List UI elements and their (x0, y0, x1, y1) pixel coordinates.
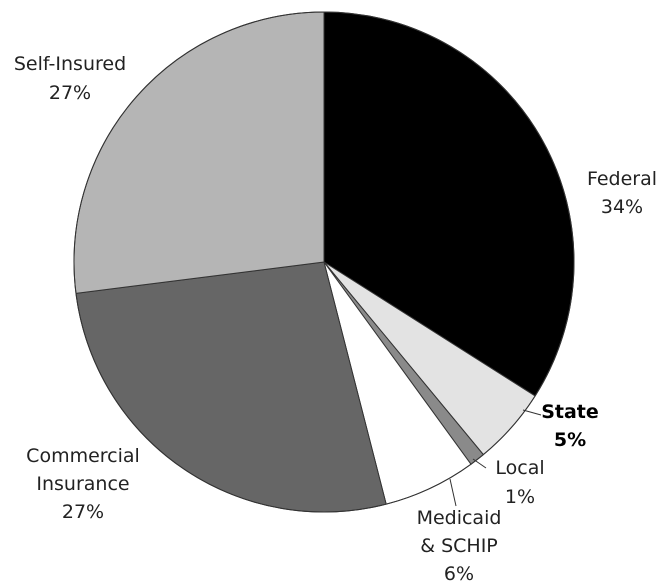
label-medicaid-name-line2: & SCHIP (420, 535, 498, 557)
label-state-name: State (541, 401, 599, 423)
label-commercial-name-line1: Commercial (26, 445, 140, 467)
label-medicaid-value: 6% (444, 563, 474, 584)
label-state-value: 5% (554, 429, 586, 451)
label-commercial-name-line2: Insurance (36, 473, 129, 495)
label-federal-name: Federal (587, 168, 657, 190)
label-self-insured-value: 27% (49, 82, 91, 104)
label-medicaid-name-line1: Medicaid (417, 507, 502, 529)
label-local-name: Local (495, 457, 544, 479)
leader-line-state (522, 409, 542, 416)
label-self-insured-name: Self-Insured (14, 53, 126, 75)
label-commercial-value: 27% (62, 501, 104, 523)
leader-line-medicaid (449, 478, 457, 507)
slice-labels: Federal 34% State 5% Local 1% Medicaid &… (14, 53, 657, 584)
leader-line-local (472, 458, 487, 469)
pie-slices (73, 11, 575, 513)
leader-lines (449, 409, 542, 507)
label-federal-value: 34% (601, 196, 643, 218)
pie-outline (73, 11, 575, 513)
label-local-value: 1% (505, 486, 535, 508)
